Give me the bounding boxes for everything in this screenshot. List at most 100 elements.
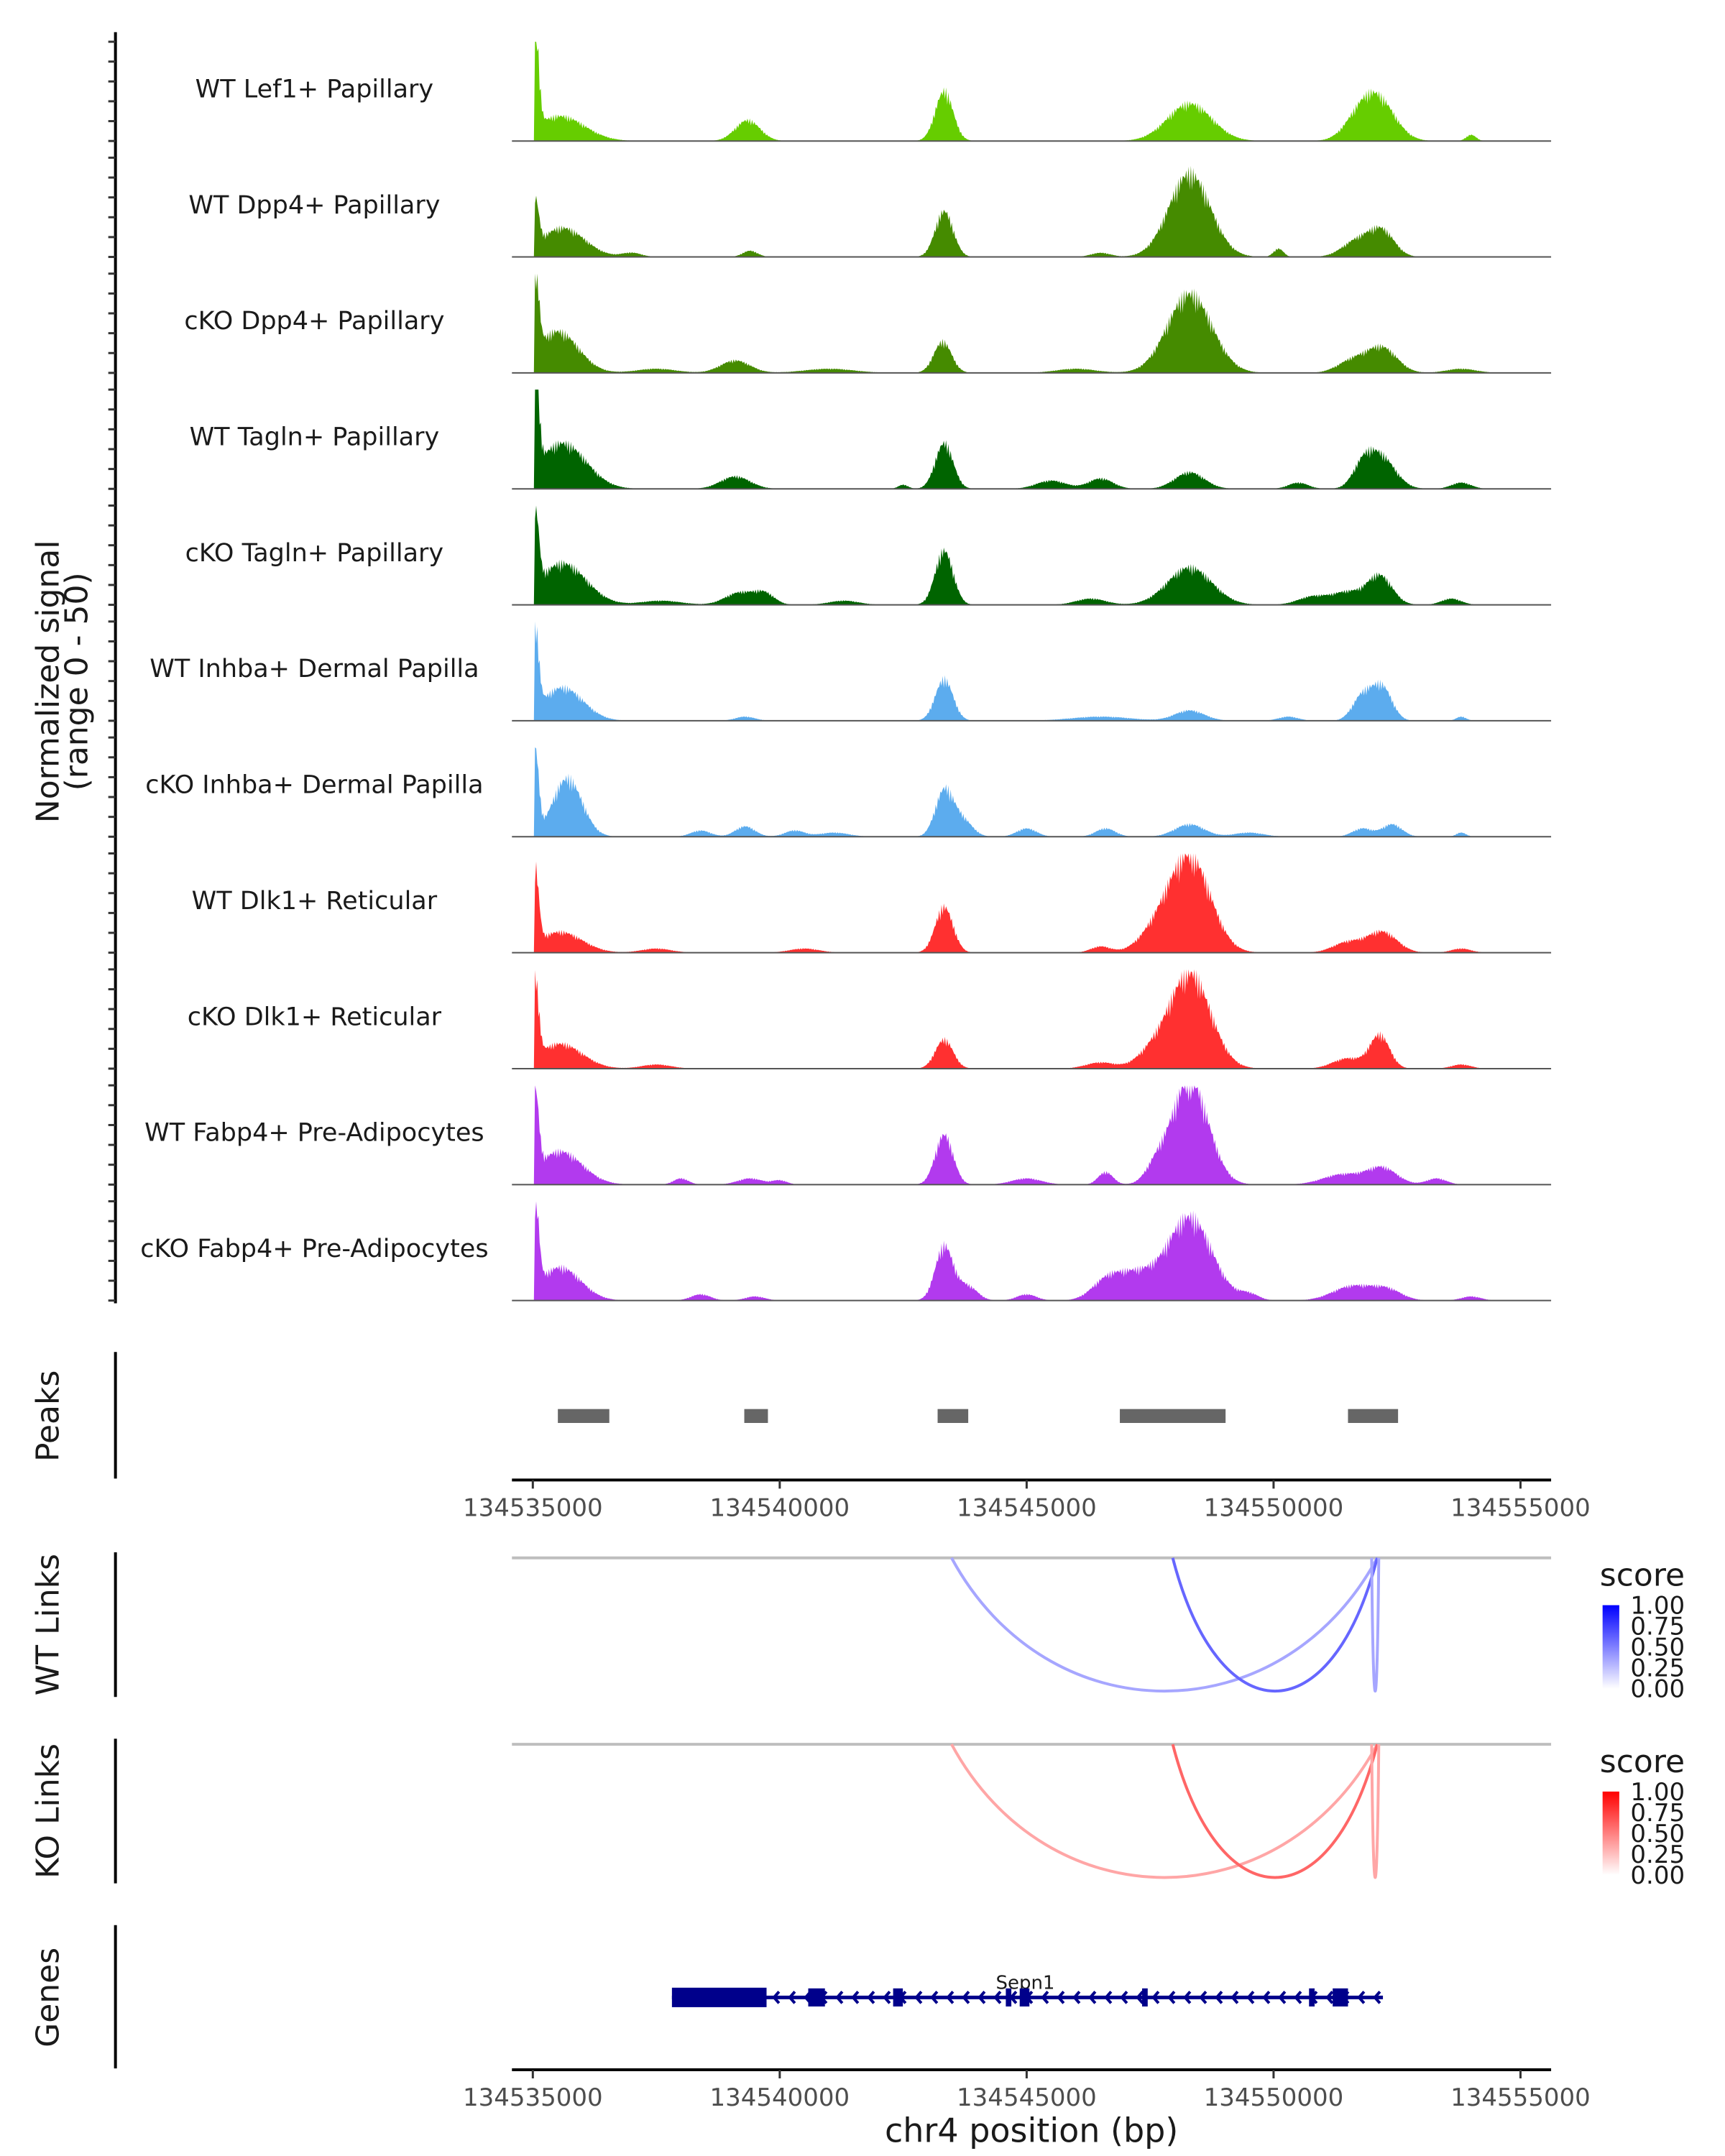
coverage-y-axis: [108, 32, 117, 1304]
coverage-track: cKO Dpp4+ Papillary: [184, 273, 1552, 374]
legend-tick-label: 0.25: [1630, 1654, 1685, 1683]
coverage-track-label: cKO Dpp4+ Papillary: [184, 307, 444, 336]
legend-colorbar: [1602, 1791, 1619, 1876]
strand-arrow-icon: [1151, 1991, 1160, 2004]
link-arc: [950, 1557, 1379, 1693]
link-arc: [950, 1743, 1379, 1879]
coverage-track-label: cKO Inhba+ Dermal Papilla: [145, 771, 483, 800]
coverage-area: [512, 621, 1552, 721]
coverage-track: cKO Dlk1+ Reticular: [188, 969, 1552, 1069]
coverage-track-label: cKO Dlk1+ Reticular: [188, 1003, 442, 1031]
coverage-track: WT Dpp4+ Papillary: [188, 165, 1552, 258]
strand-arrow-icon: [1246, 1991, 1255, 2004]
legend-tick-label: 1.00: [1630, 1592, 1685, 1621]
genes-track-label: Genes: [29, 1948, 66, 2047]
x-axis-bottom: 134535000 134540000 134545000 134550000 1345…: [463, 2068, 1591, 2112]
coverage-track-label: WT Dlk1+ Reticular: [192, 887, 438, 916]
coverage-track-label: WT Dpp4+ Papillary: [188, 191, 440, 220]
strand-arrow-icon: [835, 1991, 844, 2004]
coverage-track-label: cKO Fabp4+ Pre-Adipocytes: [140, 1235, 488, 1263]
exon: [1333, 1988, 1348, 2007]
coverage-track: WT Dlk1+ Reticular: [192, 853, 1552, 954]
coverage-track: WT Tagln+ Papillary: [190, 390, 1552, 490]
peak-region: [744, 1409, 768, 1423]
x-tick-label: 134545000: [957, 2083, 1097, 2112]
legend-title: score: [1600, 1557, 1685, 1593]
coverage-track-label: WT Fabp4+ Pre-Adipocytes: [144, 1119, 484, 1148]
exon: [671, 1987, 767, 2007]
strand-arrow-icon: [1057, 1991, 1065, 2004]
x-tick-label: 134550000: [1204, 2083, 1344, 2112]
strand-arrow-icon: [1278, 1991, 1287, 2004]
x-tick-label: 134540000: [710, 1493, 850, 1522]
strand-arrow-icon: [930, 1991, 939, 2004]
coverage-track-label: WT Lef1+ Papillary: [196, 75, 434, 103]
legend-tick-label: 0.00: [1630, 1861, 1685, 1890]
coverage-area: [512, 969, 1552, 1069]
x-tick-label: 134535000: [463, 2083, 603, 2112]
strand-arrow-icon: [1215, 1991, 1223, 2004]
coverage-track-label: cKO Tagln+ Papillary: [185, 539, 444, 568]
peaks-track-label: Peaks: [29, 1370, 66, 1462]
peak-region: [1120, 1409, 1226, 1423]
coverage-track: WT Fabp4+ Pre-Adipocytes: [144, 1085, 1552, 1186]
strand-arrow-icon: [851, 1991, 860, 2004]
link-arc: [1171, 1743, 1379, 1879]
coverage-area: [512, 390, 1552, 489]
exon: [1309, 1988, 1315, 2007]
legend-tick-label: 0.50: [1630, 1820, 1685, 1848]
exon: [1006, 1988, 1012, 2007]
coverage-track: cKO Inhba+ Dermal Papilla: [145, 747, 1552, 838]
strand-arrow-icon: [867, 1991, 875, 2004]
strand-arrow-icon: [1262, 1991, 1271, 2004]
coverage-area: [512, 42, 1552, 142]
link-track-label: KO Links: [29, 1743, 66, 1879]
strand-arrow-icon: [1072, 1991, 1081, 2004]
strand-arrow-icon: [1167, 1991, 1176, 2004]
coverage-area: [512, 273, 1552, 373]
strand-arrow-icon: [978, 1991, 986, 2004]
coverage-area: [512, 747, 1552, 837]
strand-arrow-icon: [962, 1991, 970, 2004]
peak-region: [558, 1409, 610, 1423]
coverage-area: [512, 853, 1552, 953]
x-tick-label: 134540000: [710, 2083, 850, 2112]
strand-arrow-icon: [1120, 1991, 1128, 2004]
strand-arrow-icon: [993, 1991, 1002, 2004]
coverage-track: WT Inhba+ Dermal Papilla: [150, 621, 1552, 722]
strand-arrow-icon: [1230, 1991, 1239, 2004]
exon: [808, 1988, 825, 2007]
x-tick-label: 134545000: [957, 1493, 1097, 1522]
coverage-area: [512, 1201, 1552, 1301]
strand-arrow-icon: [1199, 1991, 1208, 2004]
coverage-ylabel-line2: (range 0 - 50): [58, 572, 95, 791]
strand-arrow-icon: [1104, 1991, 1113, 2004]
legend-tick-label: 1.00: [1630, 1778, 1685, 1807]
coverage-track-label: WT Tagln+ Papillary: [190, 423, 440, 452]
x-tick-label: 134535000: [463, 1493, 603, 1522]
strand-arrow-icon: [1041, 1991, 1049, 2004]
coverage-tracks: WT Lef1+ Papillary WT Dpp4+ Papillary cKO …: [140, 42, 1552, 1302]
legend-tick-label: 0.75: [1630, 1799, 1685, 1828]
strand-arrow-icon: [772, 1991, 781, 2004]
strand-arrow-icon: [883, 1991, 891, 2004]
coverage-track: WT Lef1+ Papillary: [196, 42, 1552, 142]
strand-arrow-icon: [1136, 1991, 1144, 2004]
peaks-track: [558, 1409, 1399, 1423]
strand-arrow-icon: [788, 1991, 796, 2004]
strand-arrow-icon: [946, 1991, 954, 2004]
peak-region: [937, 1409, 969, 1423]
x-tick-label: 134550000: [1204, 1493, 1344, 1522]
exon: [893, 1988, 903, 2007]
strand-arrow-icon: [1325, 1991, 1334, 2004]
x-axis-title: chr4 position (bp): [885, 2111, 1178, 2150]
link-arc: [1370, 1744, 1381, 1879]
strand-arrow-icon: [1088, 1991, 1097, 2004]
coverage-track: cKO Fabp4+ Pre-Adipocytes: [140, 1201, 1552, 1302]
genes-track: Genes Sepn1: [29, 1925, 1384, 2069]
link-arc: [1171, 1557, 1379, 1693]
exon: [1019, 1988, 1030, 2007]
